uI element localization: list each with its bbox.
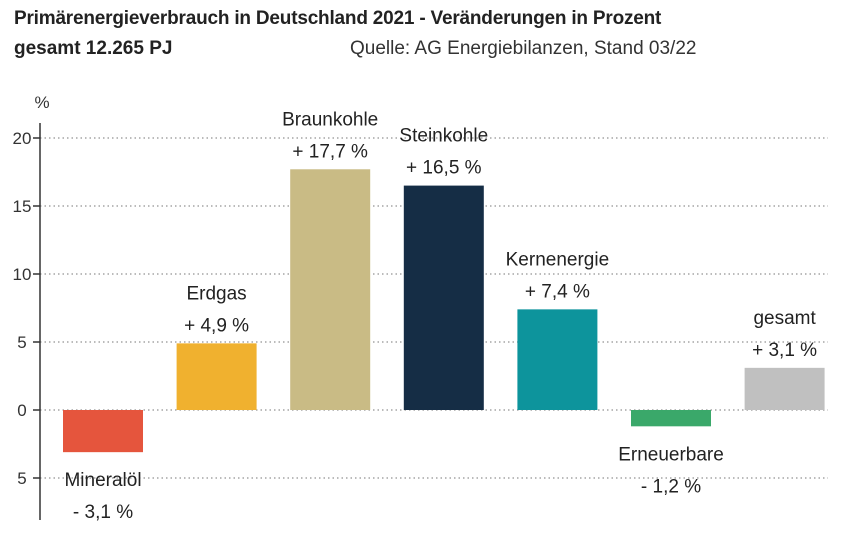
bar-erneuerbare [631, 410, 711, 427]
value-label: + 7,4 % [525, 281, 590, 302]
bars [63, 169, 825, 453]
value-label: - 3,1 % [73, 502, 133, 523]
y-tick-label: 20 [13, 129, 32, 148]
bar-kernenergie [517, 309, 598, 410]
value-label: + 16,5 % [406, 158, 482, 179]
bar-braunkohle [290, 169, 371, 410]
source-note: Quelle: AG Energiebilanzen, Stand 03/22 [350, 38, 697, 59]
bar-mineralöl [63, 410, 143, 453]
y-tick-label: 10 [13, 265, 32, 284]
category-label: Kernenergie [506, 249, 610, 270]
category-label: Braunkohle [282, 109, 378, 130]
chart-title: Primärenergieverbrauch in Deutschland 20… [14, 8, 662, 29]
grid-lines [40, 137, 828, 479]
y-tick-label: 0 [17, 401, 26, 420]
y-axis-ticks: 20 15 10 5 0 5 [13, 129, 40, 488]
category-label: Erneuerbare [618, 444, 724, 465]
category-label: Mineralöl [64, 470, 141, 491]
value-label: + 4,9 % [184, 315, 249, 336]
value-label: - 1,2 % [641, 476, 701, 497]
category-label: gesamt [753, 308, 816, 329]
category-label: Steinkohle [399, 126, 488, 147]
value-label: + 17,7 % [292, 141, 368, 162]
bar-gesamt [744, 367, 825, 410]
y-tick-label: 5 [17, 333, 26, 352]
chart-subtitle: gesamt 12.265 PJ [14, 38, 173, 59]
y-tick-label: 5 [17, 469, 26, 488]
bar-labels: Mineralöl - 3,1 % Erdgas + 4,9 % Braunkohle +… [64, 109, 817, 523]
bar-steinkohle [403, 185, 484, 410]
value-label: + 3,1 % [752, 340, 817, 361]
bar-erdgas [176, 343, 257, 410]
y-tick-label: 15 [13, 197, 32, 216]
category-label: Erdgas [186, 283, 246, 304]
y-axis-label: % [34, 93, 49, 112]
